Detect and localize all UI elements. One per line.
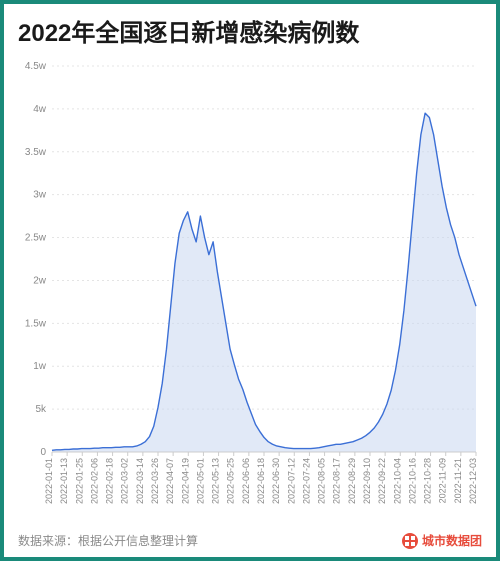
svg-text:2022-08-17: 2022-08-17	[332, 458, 342, 504]
brand-label: 城市数据团	[422, 532, 482, 549]
svg-text:2022-08-29: 2022-08-29	[347, 458, 357, 504]
svg-text:3.5w: 3.5w	[25, 147, 47, 158]
svg-text:2022-05-01: 2022-05-01	[195, 458, 205, 504]
svg-text:2022-06-30: 2022-06-30	[271, 458, 281, 504]
svg-text:2.5w: 2.5w	[25, 233, 47, 244]
svg-text:2022-09-10: 2022-09-10	[362, 458, 372, 504]
chart-area: 0 5k 1w 1.5w 2w 2.5w 3w 3.5w 4w 4.5w 2022-01-01 202…	[14, 58, 486, 526]
svg-text:4.5w: 4.5w	[25, 61, 47, 72]
line-area-chart: 0 5k 1w 1.5w 2w 2.5w 3w 3.5w 4w 4.5w 2022-01-01 202…	[14, 58, 486, 526]
svg-text:2022-06-18: 2022-06-18	[256, 458, 266, 504]
svg-text:2022-05-25: 2022-05-25	[226, 458, 236, 504]
svg-text:1w: 1w	[33, 362, 47, 373]
svg-text:2022-03-02: 2022-03-02	[120, 458, 130, 504]
svg-text:3w: 3w	[33, 190, 47, 201]
svg-text:2022-07-12: 2022-07-12	[286, 458, 296, 504]
svg-text:2022-03-26: 2022-03-26	[150, 458, 160, 504]
svg-text:2022-01-13: 2022-01-13	[59, 458, 69, 504]
svg-text:2022-10-16: 2022-10-16	[407, 458, 417, 504]
svg-text:2022-11-21: 2022-11-21	[453, 458, 463, 503]
svg-text:2022-05-13: 2022-05-13	[211, 458, 221, 504]
svg-text:2022-10-28: 2022-10-28	[423, 458, 433, 504]
svg-text:2022-11-09: 2022-11-09	[438, 458, 448, 503]
svg-text:0: 0	[40, 447, 46, 458]
svg-text:1.5w: 1.5w	[25, 319, 47, 330]
chart-card: 2022年全国逐日新增感染病例数 0 5k 1w 1.5w 2w 2.5w 3w 3.5w 4w…	[4, 4, 496, 557]
svg-text:5k: 5k	[35, 405, 47, 416]
svg-text:2022-08-05: 2022-08-05	[317, 458, 327, 504]
footer: 数据来源：根据公开信息整理计算 城市数据团	[14, 526, 486, 549]
svg-text:2022-06-06: 2022-06-06	[241, 458, 251, 504]
svg-text:2022-04-07: 2022-04-07	[165, 458, 175, 504]
svg-text:2022-01-01: 2022-01-01	[44, 458, 54, 504]
svg-text:2022-07-24: 2022-07-24	[301, 458, 311, 504]
chart-title: 2022年全国逐日新增感染病例数	[14, 18, 486, 50]
svg-text:2w: 2w	[33, 276, 47, 287]
brand-icon	[402, 533, 418, 549]
source-label: 数据来源：根据公开信息整理计算	[18, 532, 198, 549]
svg-text:2022-09-22: 2022-09-22	[377, 458, 387, 504]
svg-text:2022-02-18: 2022-02-18	[105, 458, 115, 504]
brand-badge: 城市数据团	[402, 532, 482, 549]
svg-text:2022-12-03: 2022-12-03	[468, 458, 478, 504]
svg-text:4w: 4w	[33, 104, 47, 115]
svg-text:2022-01-25: 2022-01-25	[74, 458, 84, 504]
svg-text:2022-02-06: 2022-02-06	[89, 458, 99, 504]
svg-text:2022-04-19: 2022-04-19	[180, 458, 190, 504]
svg-text:2022-03-14: 2022-03-14	[135, 458, 145, 504]
svg-text:2022-10-04: 2022-10-04	[392, 458, 402, 504]
